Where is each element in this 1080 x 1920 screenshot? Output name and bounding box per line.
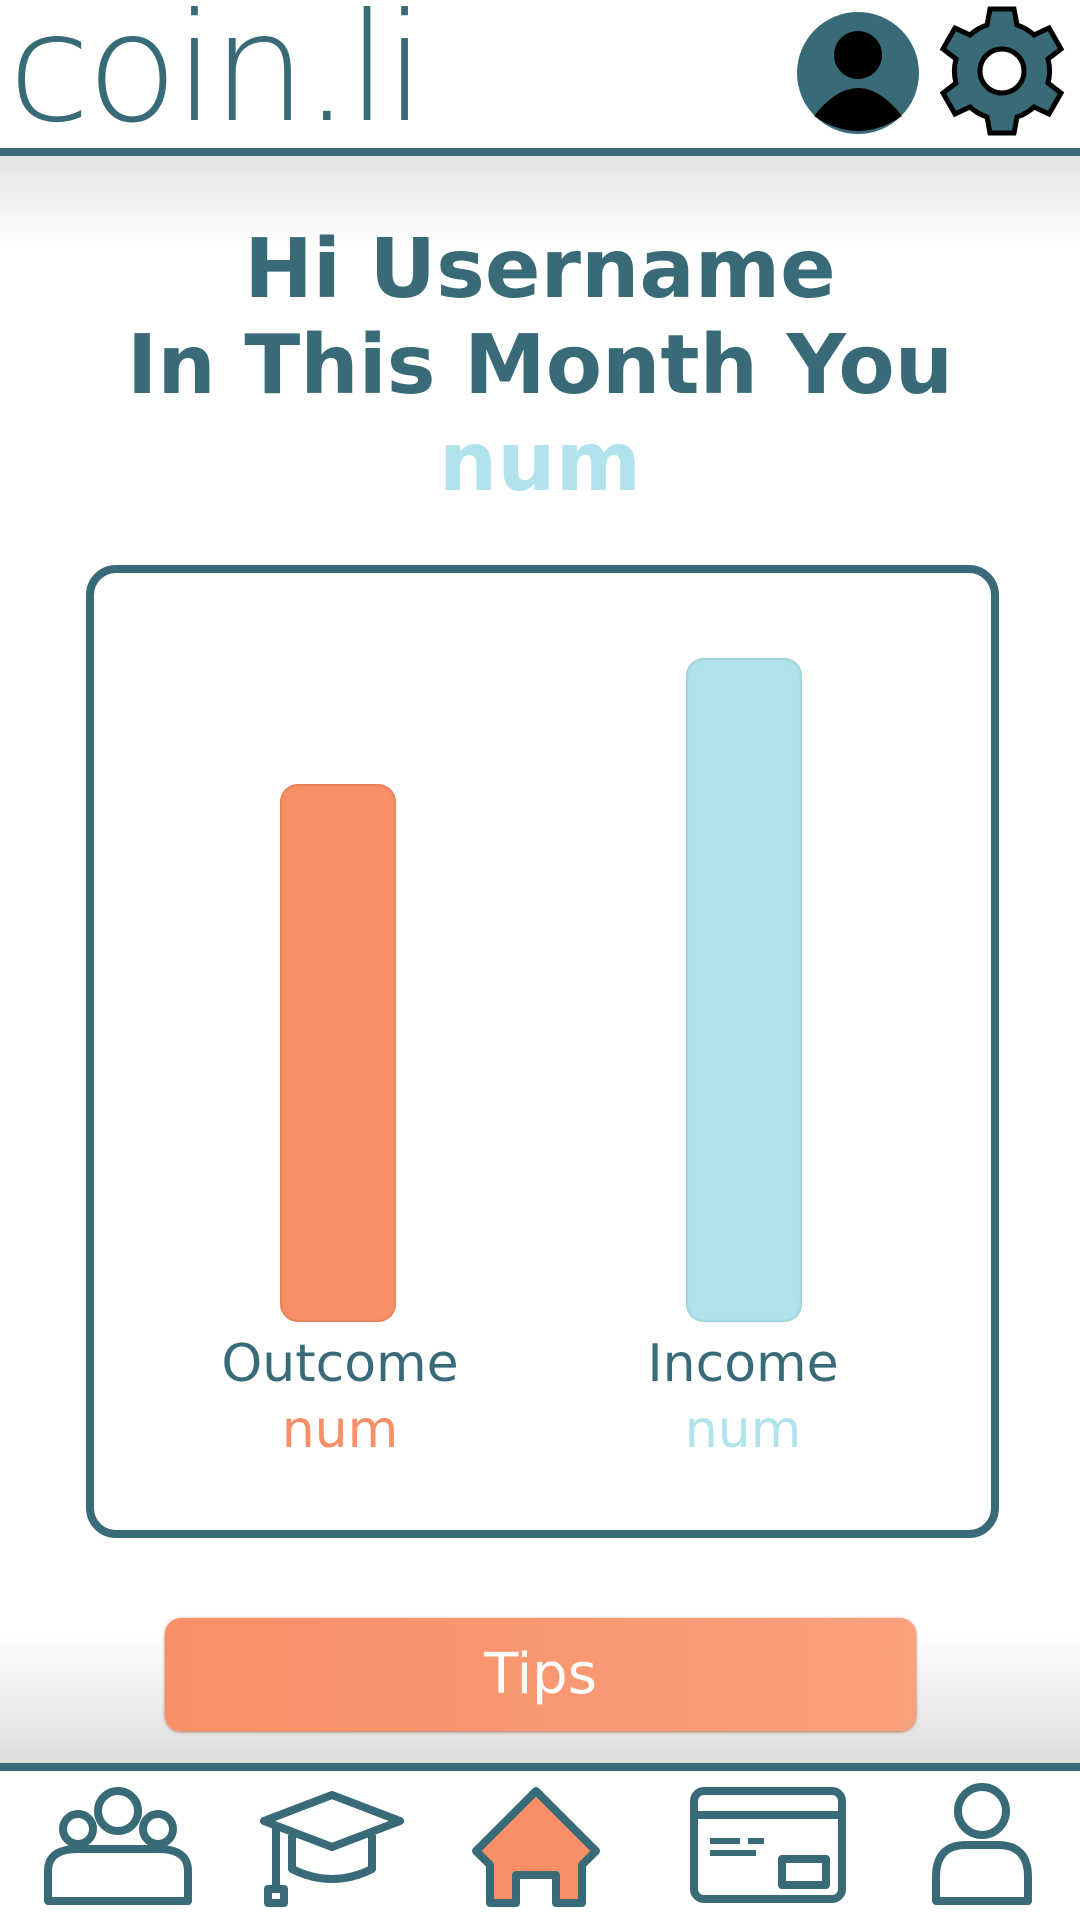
icon-shape: [710, 1838, 764, 1856]
icon-shape: [932, 1841, 1032, 1905]
nav-cards[interactable]: [690, 1787, 846, 1903]
income-bar: [686, 658, 802, 1322]
icon-shape: [472, 1787, 600, 1907]
income-label: Income: [647, 1334, 839, 1394]
month-amount: num: [438, 415, 642, 510]
logo: coin.li: [8, 0, 426, 156]
icon-shape: [44, 1783, 1032, 1907]
profile-body: [814, 88, 902, 131]
greeting-line: Hi Username: [244, 222, 836, 317]
income-amount: num: [684, 1400, 802, 1460]
icon-shape: [44, 1845, 192, 1905]
greeting-line: In This Month You: [126, 318, 954, 413]
nav-home[interactable]: [472, 1787, 600, 1907]
header-icons: [797, 6, 1065, 136]
outcome-amount: num: [281, 1400, 399, 1460]
icon-shape: [778, 1855, 830, 1889]
header-divider: [0, 148, 1080, 156]
nav-divider: [0, 1763, 1080, 1771]
bottom-nav: [44, 1783, 1032, 1907]
icon-shape: [264, 1885, 288, 1907]
icon-shape: [690, 1787, 846, 1903]
settings-button[interactable]: [939, 6, 1065, 136]
icon-shape: [954, 1783, 1010, 1839]
profile-button[interactable]: [797, 12, 919, 134]
outcome-bar: [280, 784, 396, 1322]
outcome-label: Outcome: [221, 1334, 459, 1394]
icon-shape: [260, 1791, 404, 1851]
tips-button[interactable]: Tips: [165, 1618, 916, 1731]
icon-shape: [94, 1787, 142, 1835]
icon-shape: [59, 1810, 97, 1848]
nav-community[interactable]: [44, 1787, 192, 1905]
nav-profile[interactable]: [932, 1783, 1032, 1905]
icon-shape: [288, 1835, 376, 1883]
summary-card: [86, 565, 999, 1538]
icon-shape: [139, 1810, 177, 1848]
nav-learn[interactable]: [260, 1791, 404, 1907]
profile-head: [834, 31, 882, 79]
gear-hole: [977, 46, 1027, 96]
